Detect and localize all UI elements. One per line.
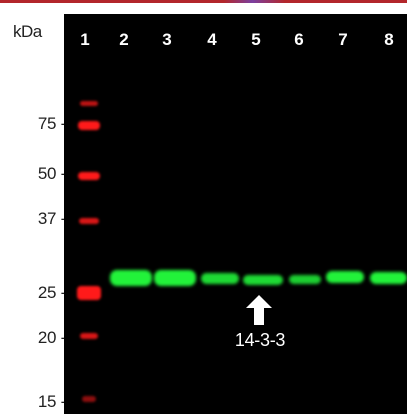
mw-label-15: 15 - <box>37 392 66 411</box>
mw-label-20: 20 - <box>37 328 66 347</box>
lane-number-3: 3 <box>162 30 172 49</box>
ladder-band-37 <box>79 218 99 224</box>
mw-label-37: 37 - <box>37 209 66 228</box>
lane-number-7: 7 <box>338 30 348 49</box>
band-lane-7 <box>326 271 364 283</box>
mw-label-75: 75 - <box>37 114 66 133</box>
band-lane-5 <box>243 275 283 285</box>
protein-label: 14-3-3 <box>234 330 286 350</box>
lane-number-2: 2 <box>119 30 129 49</box>
band-lane-2 <box>110 270 152 286</box>
band-lane-4 <box>201 273 239 284</box>
lane-number-6: 6 <box>294 30 304 49</box>
ladder-band-25 <box>77 286 101 300</box>
mw-label-25: 25 - <box>37 283 66 302</box>
mw-label-50: 50 - <box>37 164 66 183</box>
band-lane-6 <box>289 275 321 284</box>
western-blot-image <box>64 14 407 414</box>
band-lane-8 <box>370 272 407 284</box>
band-lane-3 <box>154 270 196 286</box>
up-arrow-icon <box>246 295 272 325</box>
ladder-band-top <box>80 101 98 106</box>
ladder-band-20 <box>80 333 98 339</box>
lane-number-1: 1 <box>80 30 90 49</box>
top-decorative-strip <box>0 0 407 3</box>
ladder-band-50 <box>78 172 100 180</box>
lane-number-8: 8 <box>384 30 394 49</box>
ladder-band-15 <box>82 396 96 402</box>
ladder-band-75 <box>78 121 100 130</box>
lane-number-4: 4 <box>207 30 217 49</box>
kda-unit-label: kDa <box>13 22 42 41</box>
lane-number-5: 5 <box>251 30 261 49</box>
